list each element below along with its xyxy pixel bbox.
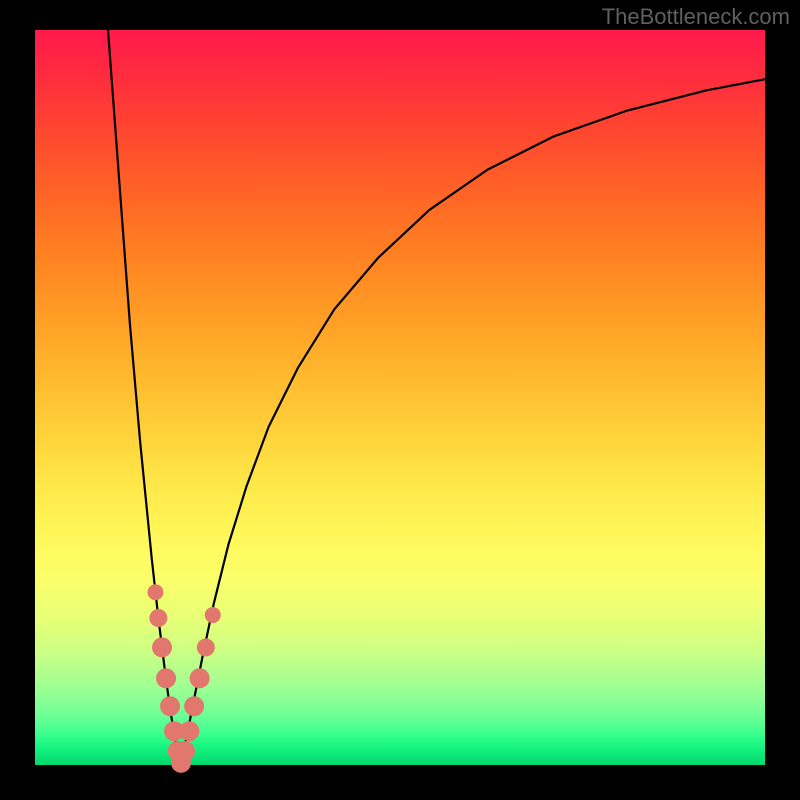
bottleneck-curve-left (108, 30, 181, 764)
watermark-text: TheBottleneck.com (602, 4, 790, 30)
curve-layer (0, 0, 800, 800)
data-marker (184, 696, 204, 716)
data-marker (190, 668, 210, 688)
data-marker (179, 721, 199, 741)
marker-group (147, 584, 220, 773)
data-marker (156, 668, 176, 688)
chart-stage: TheBottleneck.com (0, 0, 800, 800)
data-marker (197, 638, 215, 656)
data-marker (147, 584, 163, 600)
data-marker (205, 607, 221, 623)
data-marker (149, 609, 167, 627)
data-marker (160, 696, 180, 716)
data-marker (152, 637, 172, 657)
data-marker (175, 741, 195, 761)
bottleneck-curve-right (181, 79, 765, 763)
